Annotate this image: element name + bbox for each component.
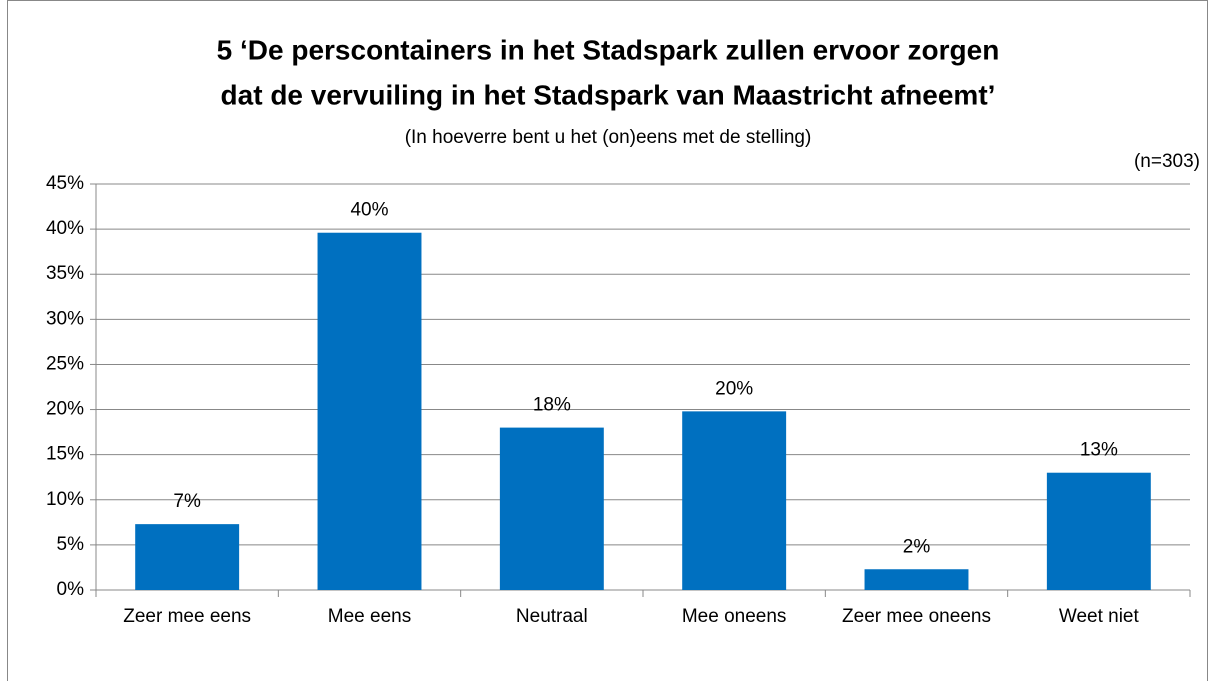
data-label: 7% (173, 491, 201, 512)
bar (499, 427, 604, 590)
x-tick-label: Zeer mee oneens (842, 606, 991, 627)
x-tick-label: Mee oneens (681, 606, 787, 627)
data-label: 18% (533, 395, 571, 416)
bar (317, 232, 422, 590)
y-tick-label: 15% (46, 444, 84, 465)
chart-border (7, 0, 1208, 681)
y-tick-label: 20% (46, 399, 84, 420)
y-tick-label: 45% (46, 173, 84, 194)
data-label: 13% (1080, 440, 1118, 461)
y-tick-label: 0% (57, 579, 85, 600)
y-tick-label: 40% (46, 218, 84, 239)
bar (864, 569, 969, 590)
chart-title: 5 ‘De perscontainers in het Stadspark zu… (217, 34, 1000, 65)
x-tick-label: Zeer mee eens (123, 606, 252, 627)
x-tick-label: Mee eens (327, 606, 412, 627)
y-tick-label: 25% (46, 353, 84, 374)
bar (1046, 472, 1151, 590)
data-label: 40% (350, 200, 388, 221)
bar (135, 524, 240, 590)
annotation: (n=303) (1134, 151, 1200, 172)
data-label: 20% (715, 378, 753, 399)
chart-subtitle: (In hoeverre bent u het (on)eens met de … (405, 127, 812, 148)
x-tick-label: Weet niet (1058, 606, 1139, 627)
y-tick-label: 30% (46, 308, 84, 329)
bar (682, 411, 787, 590)
y-tick-label: 5% (57, 534, 85, 555)
data-label: 2% (903, 536, 931, 557)
x-tick-label: Neutraal (515, 606, 588, 627)
y-tick-label: 10% (46, 489, 84, 510)
chart-title: dat de vervuiling in het Stadspark van M… (221, 79, 996, 110)
y-tick-label: 35% (46, 263, 84, 284)
